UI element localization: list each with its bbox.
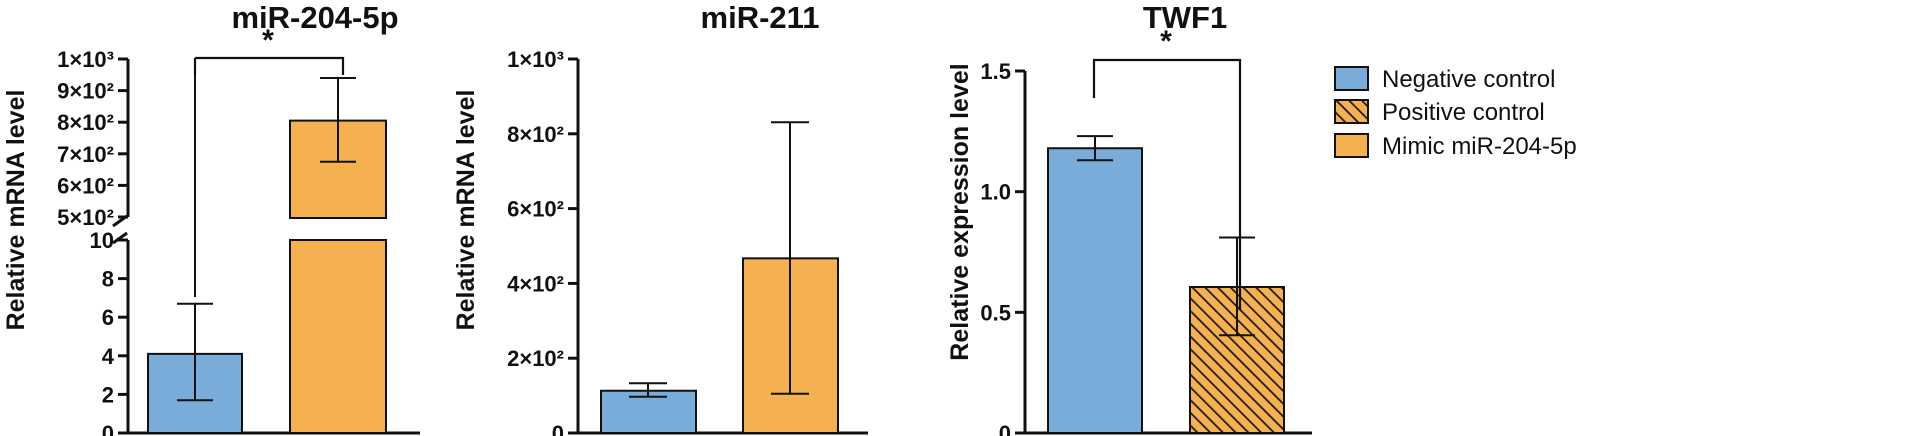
significance-star: * bbox=[262, 24, 274, 57]
y-tick-label: 6×10² bbox=[57, 173, 114, 198]
panel-mir-204-5p: miR-204-5p Relative mRNA level 5×10² 6×10… bbox=[2, 0, 420, 436]
significance-bracket bbox=[193, 56, 345, 75]
y-tick-label: 8×10² bbox=[507, 122, 564, 147]
y-ticks-upper: 5×10² 6×10² 7×10² 8×10² 9×10² 1×10³ bbox=[57, 47, 128, 230]
y-tick-label: 6 bbox=[102, 305, 114, 330]
bar-mimic-mir-204-5p bbox=[289, 119, 387, 219]
y-tick-label: 0 bbox=[999, 421, 1011, 436]
y-tick-label: 1.0 bbox=[980, 180, 1011, 205]
chart-title: miR-204-5p bbox=[231, 0, 398, 35]
y-tick-label: 2 bbox=[102, 382, 114, 407]
y-tick-label: 1.5 bbox=[980, 59, 1011, 84]
bar-mimic-mir-204-5p-lower bbox=[289, 239, 387, 434]
legend-label: Positive control bbox=[1382, 99, 1545, 126]
legend-swatch-negative-control bbox=[1334, 66, 1369, 91]
y-tick-label: 10 bbox=[90, 228, 114, 253]
significance-bracket bbox=[1092, 58, 1242, 310]
y-axis-label: Relative mRNA level bbox=[452, 90, 480, 331]
y-tick-label: 0 bbox=[102, 421, 114, 436]
error-bars bbox=[1077, 135, 1255, 337]
y-tick-label: 7×10² bbox=[57, 142, 114, 167]
y-tick-label: 1×10³ bbox=[57, 47, 114, 72]
significance-star: * bbox=[1160, 25, 1172, 58]
y-tick-label: 1×10³ bbox=[507, 47, 564, 72]
legend-swatch-mimic-mir-204-5p bbox=[1334, 133, 1369, 158]
axis-break-mark bbox=[112, 231, 128, 245]
legend-label: Negative control bbox=[1382, 66, 1555, 93]
y-tick-label: 8 bbox=[102, 267, 114, 292]
y-axis-label: Relative expression level bbox=[946, 63, 974, 360]
y-tick-label: 6×10² bbox=[507, 197, 564, 222]
chart-title: miR-211 bbox=[701, 0, 820, 35]
y-tick-label: 2×10² bbox=[507, 346, 564, 371]
y-ticks: 0 0.5 1.0 1.5 bbox=[980, 59, 1025, 436]
bar-negative-control bbox=[1047, 147, 1143, 435]
y-ticks: 0 2×10² 4×10² 6×10² 8×10² 1×10³ bbox=[507, 47, 578, 436]
panel-twf1: TWF1 Relative expression level 0 0.5 1.0 1.… bbox=[946, 0, 1312, 436]
y-tick-label: 4 bbox=[102, 344, 115, 369]
legend-swatch-positive-control bbox=[1334, 99, 1369, 124]
y-tick-label: 5×10² bbox=[57, 205, 114, 230]
chart-title: TWF1 bbox=[1143, 0, 1227, 35]
y-tick-label: 0.5 bbox=[980, 300, 1011, 325]
y-tick-label: 8×10² bbox=[57, 110, 114, 135]
y-ticks-lower: 0 2 4 6 8 10 bbox=[90, 228, 128, 436]
y-axis-label: Relative mRNA level bbox=[2, 90, 30, 331]
error-bars bbox=[629, 121, 809, 398]
panel-mir-211: miR-211 Relative mRNA level 0 2×10² 4×10² 6… bbox=[452, 0, 868, 436]
y-tick-label: 9×10² bbox=[57, 79, 114, 104]
error-bars bbox=[177, 76, 356, 402]
legend-label: Mimic miR-204-5p bbox=[1382, 133, 1577, 160]
y-tick-label: 0 bbox=[552, 421, 564, 436]
legend: Negative control Positive control Mimic … bbox=[1334, 66, 1577, 160]
y-tick-label: 4×10² bbox=[507, 271, 564, 296]
